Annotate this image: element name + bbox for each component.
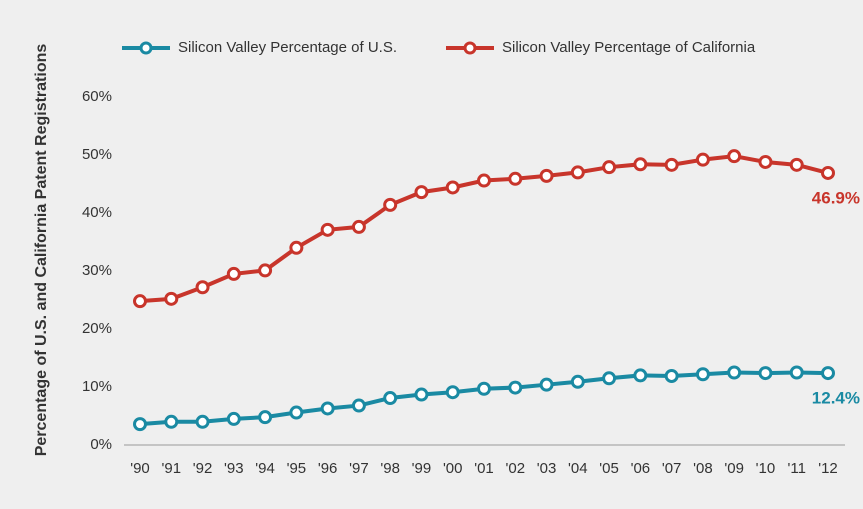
y-tick-label: 50% [82,146,112,163]
data-point [351,219,366,234]
data-point [414,185,429,200]
x-tick-label: '01 [474,460,494,477]
data-point [508,171,523,186]
x-tick-label: '90 [130,460,150,477]
x-tick-label: '06 [631,460,651,477]
x-tick-label: '10 [756,460,776,477]
legend-label: Silicon Valley Percentage of U.S. [178,39,397,56]
legend-label: Silicon Valley Percentage of California [502,39,756,56]
data-point [727,365,742,380]
data-point [258,410,273,425]
x-tick-label: '97 [349,460,369,477]
data-point [821,366,835,381]
x-tick-label: '02 [505,460,525,477]
data-point [633,368,648,383]
y-tick-label: 20% [82,320,112,337]
data-point [539,168,554,183]
y-tick-label: 60% [82,88,112,105]
x-tick-label: '96 [318,460,338,477]
data-point [570,374,585,389]
data-point [445,180,460,195]
data-label: 46.9% [812,188,860,207]
x-tick-label: '11 [788,460,806,477]
x-tick-label: '00 [443,460,463,477]
data-point [195,280,210,295]
x-tick-label: '03 [537,460,557,477]
y-tick-label: 40% [82,204,112,221]
data-point [226,411,241,426]
data-point [570,165,585,180]
data-point [633,157,648,172]
data-point [258,263,273,278]
x-tick-label: '07 [662,460,682,477]
data-point [664,368,679,383]
x-tick-label: '09 [724,460,744,477]
data-point [289,240,304,255]
legend-marker [463,41,477,55]
data-point [164,414,179,429]
x-tick-label: '94 [255,460,275,477]
y-axis-title: Percentage of U.S. and California Patent… [33,44,50,457]
data-point [133,417,147,432]
x-tick-label: '05 [599,460,619,477]
data-point [226,266,241,281]
data-point [789,157,804,172]
x-tick-label: '12 [818,460,838,477]
legend-marker [139,41,153,55]
data-point [508,380,523,395]
x-tick-label: '08 [693,460,713,477]
data-point [789,365,804,380]
data-point [664,157,679,172]
data-point [695,152,710,167]
x-tick-label: '91 [161,460,181,477]
x-tick-label: '99 [412,460,432,477]
x-tick-label: '93 [224,460,244,477]
data-point [164,291,179,306]
data-point [289,405,304,420]
data-point [383,391,398,406]
data-point [320,222,335,237]
y-tick-label: 30% [82,262,112,279]
data-point [539,377,554,392]
data-point [195,414,210,429]
data-label: 12.4% [812,389,860,408]
data-point [477,173,491,188]
data-point [695,367,710,382]
data-point [477,381,491,396]
data-point [351,398,366,413]
data-point [414,387,429,402]
data-point [602,371,617,386]
series-line [139,370,829,427]
data-point [821,165,835,180]
data-point [133,294,147,309]
data-point [758,366,773,381]
x-tick-label: '98 [380,460,400,477]
x-tick-label: '95 [287,460,307,477]
data-point [758,154,773,169]
data-point [727,149,742,164]
data-point [445,385,460,400]
y-tick-label: 10% [82,378,112,395]
data-point [320,401,335,416]
y-tick-label: 0% [90,436,112,453]
x-tick-label: '92 [193,460,213,477]
data-point [602,160,617,175]
x-tick-label: '04 [568,460,588,477]
data-point [383,197,398,212]
